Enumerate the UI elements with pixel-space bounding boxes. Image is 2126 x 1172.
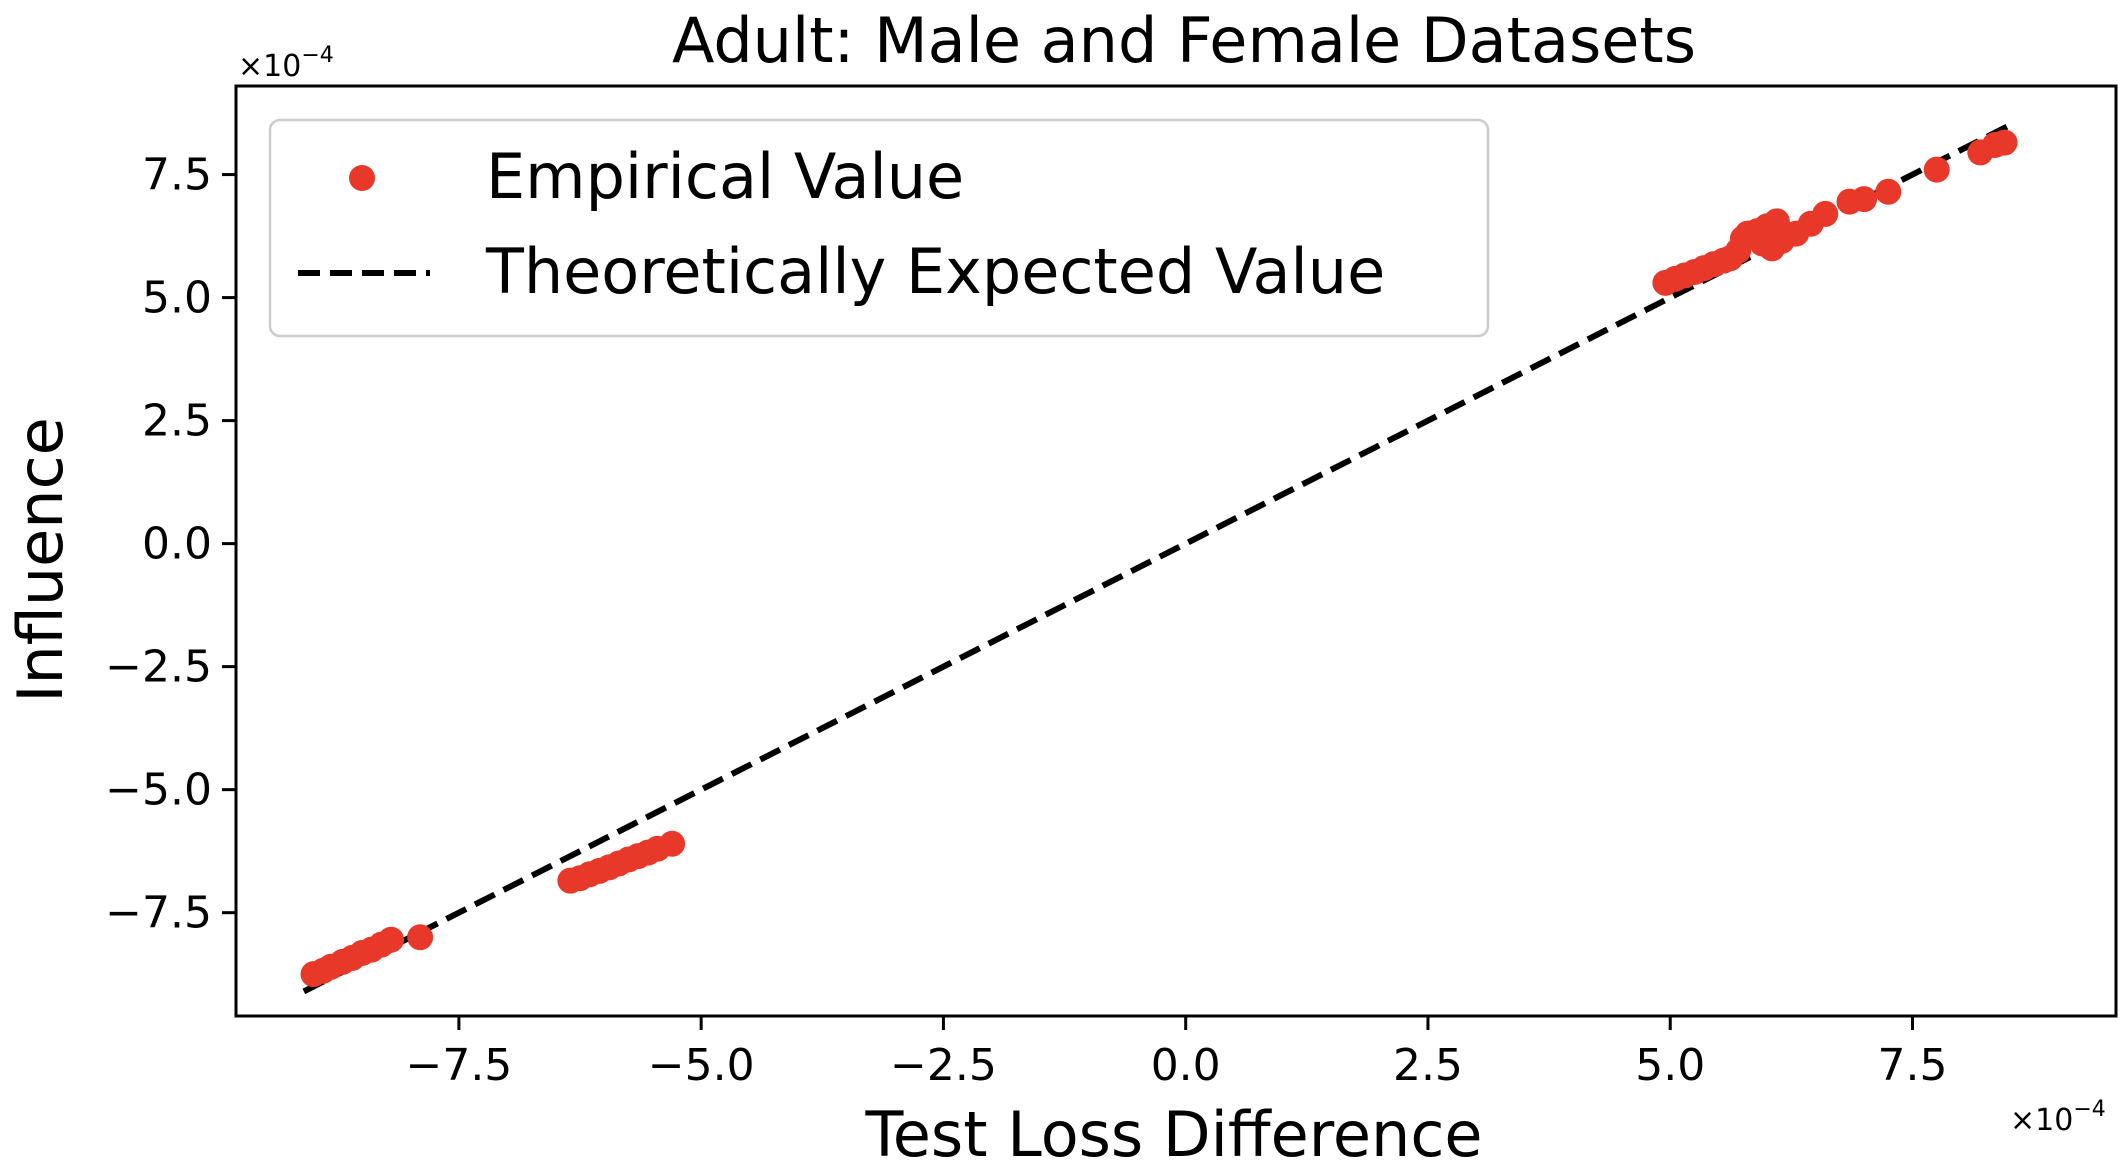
- y-tick-label: 5.0: [142, 273, 212, 324]
- x-tick-label: 0.0: [1151, 1040, 1221, 1091]
- y-tick-label: −5.0: [105, 765, 212, 816]
- legend: Empirical Value Theoretically Expected V…: [268, 118, 1490, 338]
- legend-label-theoretical: Theoretically Expected Value: [485, 235, 1385, 308]
- empirical-points-layer: [300, 129, 2018, 988]
- data-point: [378, 926, 405, 953]
- data-point: [1763, 208, 1790, 235]
- x-tick-label: −2.5: [890, 1040, 997, 1091]
- x-offset-base: ×10: [2010, 1103, 2073, 1138]
- x-tick-label: 2.5: [1393, 1040, 1463, 1091]
- plot-frame: [234, 84, 2118, 1018]
- y-axis-label: Influence: [4, 417, 77, 703]
- data-point: [1812, 200, 1839, 227]
- y-tick-label: 2.5: [142, 396, 212, 447]
- x-tick-label: 5.0: [1635, 1040, 1705, 1091]
- x-axis-ticks: −7.5 −5.0 −2.5 0.0 2.5 5.0 7.5: [405, 1016, 1947, 1091]
- y-offset-exponent: −4: [301, 43, 333, 68]
- data-point: [1991, 129, 2018, 156]
- x-tick-label: −5.0: [648, 1040, 755, 1091]
- x-tick-label: 7.5: [1878, 1040, 1948, 1091]
- data-point: [659, 830, 686, 857]
- x-offset-exponent: −4: [2073, 1097, 2105, 1122]
- data-point: [1923, 156, 1950, 183]
- chart-title: Adult: Male and Female Datasets: [672, 4, 1696, 77]
- y-axis-ticks: −7.5 −5.0 −2.5 0.0 2.5 5.0 7.5: [105, 150, 236, 939]
- y-tick-label: −7.5: [105, 888, 212, 939]
- data-point: [1875, 178, 1902, 205]
- y-tick-label: −2.5: [105, 642, 212, 693]
- legend-box: [268, 118, 1490, 338]
- legend-label-empirical: Empirical Value: [486, 140, 964, 213]
- x-axis-offset-text: ×10−4: [2010, 1097, 2106, 1138]
- data-point: [407, 924, 434, 951]
- y-tick-label: 7.5: [142, 150, 212, 201]
- x-tick-label: −7.5: [405, 1040, 512, 1091]
- x-axis-label: Test Loss Difference: [864, 1098, 1482, 1171]
- y-offset-base: ×10: [238, 49, 301, 84]
- y-tick-label: 0.0: [142, 519, 212, 570]
- y-axis-offset-text: ×10−4: [238, 43, 334, 84]
- data-point: [1851, 186, 1878, 213]
- legend-marker-empirical: [349, 165, 375, 191]
